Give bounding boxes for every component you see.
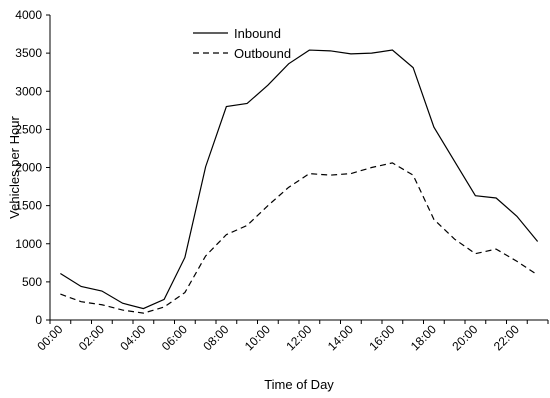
legend: Inbound Outbound — [193, 26, 291, 61]
x-tick-label: 18:00 — [408, 322, 439, 353]
x-tick-label: 04:00 — [117, 322, 148, 353]
y-tick-label: 4000 — [15, 8, 42, 22]
x-tick-label: 16:00 — [366, 322, 397, 353]
x-tick-label: 22:00 — [491, 322, 522, 353]
x-tick-label: 14:00 — [325, 322, 356, 353]
y-tick-label: 2000 — [15, 161, 42, 175]
x-tick-label: 02:00 — [76, 322, 107, 353]
x-tick-label: 12:00 — [283, 322, 314, 353]
y-axis-title: Vehicles per Hour — [7, 116, 22, 219]
x-tick-label: 08:00 — [200, 322, 231, 353]
legend-label-outbound: Outbound — [234, 46, 291, 61]
series-line-outbound — [60, 162, 538, 314]
y-tick-label: 3000 — [15, 84, 42, 98]
y-tick-label: 2500 — [15, 122, 42, 136]
x-axis-title: Time of Day — [264, 377, 334, 392]
y-tick-label: 1000 — [15, 237, 42, 251]
y-tick-label: 500 — [22, 275, 42, 289]
x-tick-label: 06:00 — [159, 322, 190, 353]
y-axis: 0 500 1000 1500 2000 2500 3000 3500 4000 — [15, 8, 51, 327]
legend-label-inbound: Inbound — [234, 26, 281, 41]
series-line-inbound — [60, 49, 539, 310]
x-tick-label: 20:00 — [449, 322, 480, 353]
y-tick-label: 1500 — [15, 199, 42, 213]
x-axis: 00:00 02:00 04:00 06:00 08:00 10:00 12:00 14:00… — [34, 319, 549, 353]
x-tick-label: 10:00 — [242, 322, 273, 353]
y-tick-label: 3500 — [15, 46, 42, 60]
series-group — [60, 49, 539, 314]
y-tick-label: 0 — [35, 313, 42, 327]
